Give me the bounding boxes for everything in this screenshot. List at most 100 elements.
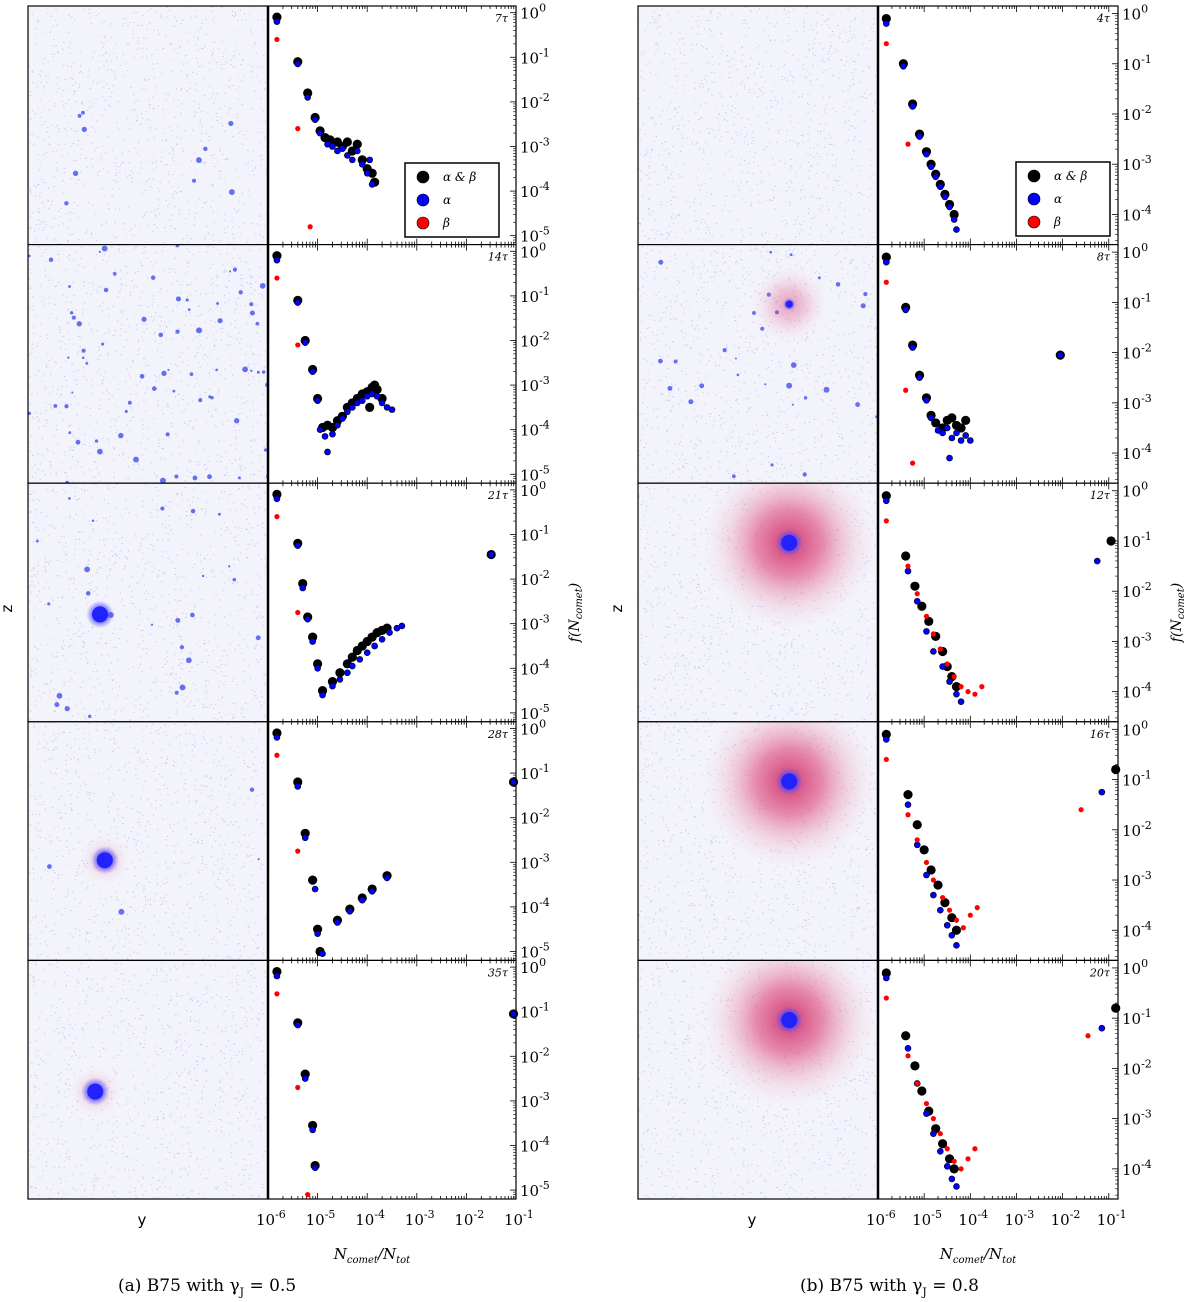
clump: [101, 245, 108, 252]
x-tick-exp: -2: [473, 1208, 484, 1221]
clump: [249, 310, 255, 316]
clump: [736, 373, 740, 377]
point-alpha-beta: [949, 209, 959, 220]
y-tick-label: 10-4: [520, 1134, 550, 1155]
point-alpha: [344, 408, 351, 416]
point-beta: [883, 279, 889, 285]
plot-frame: [267, 482, 517, 723]
clump: [71, 391, 74, 394]
point-beta: [274, 36, 280, 43]
point-beta: [923, 613, 930, 619]
clump: [175, 244, 180, 248]
point-alpha: [349, 662, 356, 670]
y-tick-label: 10-3: [520, 613, 550, 634]
y-tick-base: 10: [520, 94, 539, 112]
time-label: 12τ: [1090, 489, 1111, 502]
clump: [158, 332, 164, 338]
y-tick-label: 10-4: [1122, 203, 1152, 224]
point-alpha-beta: [1106, 536, 1116, 546]
point-beta: [960, 925, 966, 931]
point-alpha-beta: [365, 402, 375, 412]
clump: [860, 303, 866, 309]
density-background: [28, 960, 268, 1199]
clump: [53, 403, 58, 408]
x-tick-base: 10: [912, 1211, 931, 1229]
density-background: [638, 6, 878, 245]
series-: [273, 734, 517, 958]
clump: [673, 359, 678, 364]
y-tick-exp: -5: [539, 702, 550, 715]
point-beta: [905, 141, 911, 147]
clump: [139, 373, 145, 379]
y-tick-exp: -2: [539, 329, 550, 342]
y-tick-label: 10-5: [520, 463, 550, 484]
time-label: 4τ: [1096, 12, 1111, 25]
point-alpha: [909, 103, 916, 110]
point-alpha: [883, 974, 890, 982]
clump: [658, 358, 663, 364]
particle-noise: [28, 6, 268, 245]
point-alpha: [388, 406, 396, 413]
clump: [855, 402, 861, 407]
point-alpha-beta: [881, 252, 891, 262]
caption-a-text: (a) B75 with γ: [118, 1276, 240, 1296]
y-tick-label: 100: [520, 2, 546, 23]
caption-a-tail: = 0.5: [244, 1276, 297, 1296]
y-tick-exp: -2: [1141, 580, 1152, 593]
y-tick-exp: -4: [1141, 681, 1152, 694]
point-beta: [905, 1053, 911, 1059]
clump: [790, 362, 797, 368]
y-tick-base: 10: [1122, 445, 1141, 463]
caption-a: (a) B75 with γJ = 0.5: [118, 1276, 296, 1298]
y-tick-base: 10: [520, 288, 539, 306]
clump: [238, 290, 243, 295]
time-label: 14τ: [488, 251, 509, 264]
density-image: [638, 244, 878, 484]
y-tick-label: 10-3: [1122, 1108, 1152, 1129]
point-beta: [295, 609, 301, 616]
plot-frame: [267, 721, 517, 961]
point-alpha: [953, 1183, 960, 1190]
y-tick-exp: -5: [539, 1179, 550, 1192]
clump: [174, 690, 179, 695]
plot-frame: [877, 959, 1119, 1200]
point-alpha: [957, 698, 965, 706]
clump: [150, 275, 156, 280]
point-beta: [883, 995, 889, 1001]
point-alpha: [319, 691, 326, 699]
point-alpha: [957, 437, 965, 444]
point-alpha: [967, 437, 974, 444]
point-alpha: [309, 1126, 316, 1134]
point-alpha: [378, 635, 386, 643]
y-tick-base: 10: [1122, 922, 1141, 940]
point-beta: [930, 631, 936, 637]
blue-core: [781, 1012, 798, 1029]
time-label: 20τ: [1089, 966, 1111, 979]
point-beta: [1078, 807, 1084, 813]
point-beta: [923, 859, 930, 866]
x-tick-base: 10: [866, 1211, 885, 1229]
clump: [770, 463, 774, 467]
y-tick-exp: 0: [1141, 718, 1148, 731]
plot-frame: [877, 244, 1119, 484]
point-beta: [958, 684, 964, 690]
y-tick-exp: -3: [1141, 1108, 1152, 1121]
point-alpha: [334, 919, 341, 926]
blue-core: [87, 1083, 104, 1100]
x-ticks: [877, 6, 1110, 245]
density-background: [28, 244, 268, 484]
point-alpha: [904, 801, 912, 808]
x-tick-base: 10: [1051, 1211, 1070, 1229]
y-tick-exp: -3: [539, 613, 550, 626]
series-: [883, 258, 1064, 462]
point-alpha-beta: [910, 1061, 920, 1071]
point-alpha: [883, 736, 890, 743]
y-tick-base: 10: [1122, 244, 1141, 262]
y-tick-label: 10-4: [520, 657, 550, 678]
clump: [56, 692, 63, 699]
clump: [85, 361, 89, 365]
density-image: [28, 721, 268, 961]
